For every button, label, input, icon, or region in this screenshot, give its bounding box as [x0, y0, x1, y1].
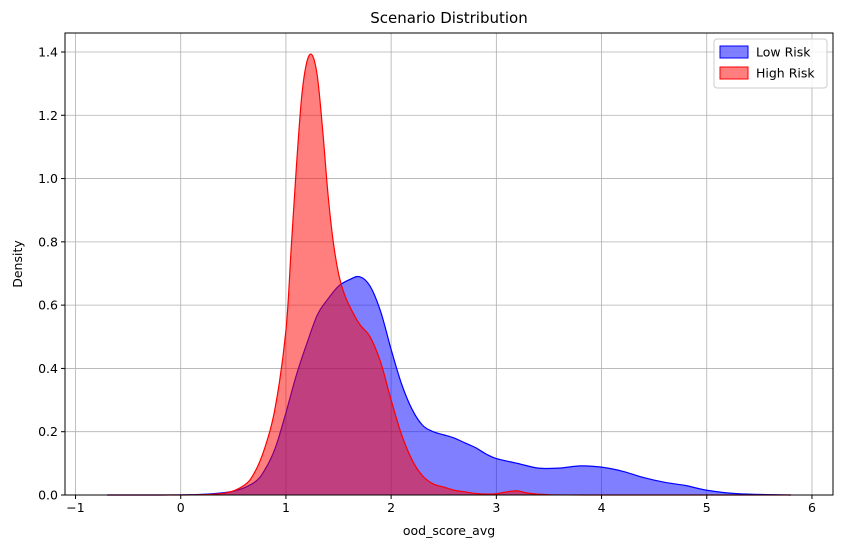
axes: −1 0 1 2 3 4 5 6 0.0 0.2 0.4 0.6 0.8 1.0 1.2 1.4	[38, 32, 834, 515]
series-areas	[107, 53, 791, 496]
plot-frame	[64, 32, 834, 496]
legend: Low Risk High Risk	[713, 38, 828, 89]
x-tick-label: 3	[492, 500, 500, 515]
y-axis-label: Density	[10, 240, 25, 288]
x-axis-label: ood_score_avg	[403, 523, 495, 538]
legend-label-high-risk: High Risk	[756, 66, 815, 81]
y-tick-label: 0.8	[38, 234, 58, 249]
y-tick-label: 0.4	[38, 361, 58, 376]
x-tick-label: −1	[66, 500, 84, 515]
x-tick-label: 6	[808, 500, 816, 515]
y-tick-label: 1.0	[38, 171, 58, 186]
y-tick-label: 0.2	[38, 424, 58, 439]
legend-label-low-risk: Low Risk	[756, 45, 811, 60]
x-tick-label: 2	[387, 500, 395, 515]
y-tick-label: 1.4	[38, 44, 58, 59]
y-tick-label: 0.6	[38, 298, 58, 313]
legend-swatch-low-risk	[719, 45, 749, 59]
legend-swatch-high-risk	[719, 66, 749, 80]
y-tick-label: 0.0	[38, 488, 58, 503]
series-line-high-risk	[107, 53, 791, 496]
x-tick-label: 4	[598, 500, 606, 515]
x-tick-label: 0	[177, 500, 185, 515]
y-tick-label: 1.2	[38, 108, 58, 123]
x-tick-label: 5	[703, 500, 711, 515]
x-tick-label: 1	[282, 500, 290, 515]
chart-title: Scenario Distribution	[370, 9, 528, 27]
